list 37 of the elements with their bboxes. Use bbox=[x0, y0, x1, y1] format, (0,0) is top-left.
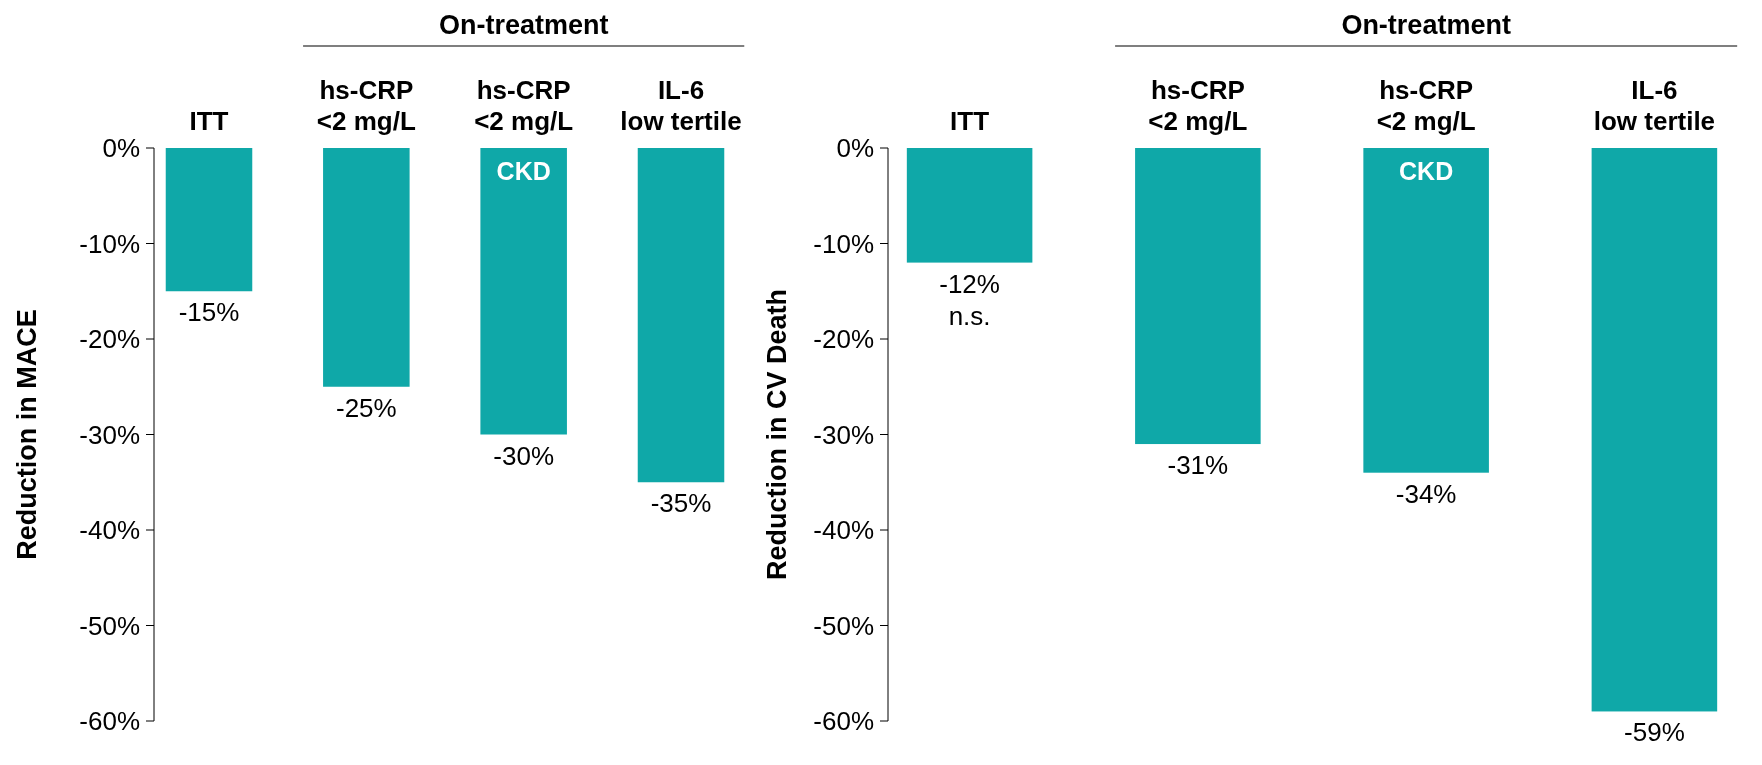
data-label: -35% bbox=[650, 488, 712, 519]
y-tick-label: -60% bbox=[813, 706, 874, 737]
x-tick-label: IL-6 low tertile bbox=[620, 75, 742, 136]
y-axis-title: Reduction in MACE bbox=[12, 309, 42, 560]
data-label: -30% bbox=[493, 440, 555, 471]
y-tick-label: 0% bbox=[836, 133, 874, 164]
data-label: -15% bbox=[178, 297, 240, 328]
y-tick-label: -50% bbox=[79, 610, 140, 641]
x-tick-label: ITT bbox=[950, 106, 990, 136]
data-label: -25% bbox=[335, 392, 397, 423]
y-tick-label: -30% bbox=[79, 419, 140, 450]
x-tick-label: hs-CRP <2 mg/L bbox=[1148, 75, 1248, 136]
text: On-treatment bbox=[1341, 10, 1511, 40]
y-tick-label: -50% bbox=[813, 610, 874, 641]
x-tick-label: hs-CRP <2 mg/L bbox=[474, 75, 574, 136]
y-tick-label: -40% bbox=[813, 515, 874, 546]
annotation: n.s. bbox=[948, 300, 991, 331]
y-tick-label: -60% bbox=[79, 706, 140, 737]
text: On-treatment bbox=[438, 10, 609, 40]
data-label: -12% bbox=[939, 268, 1000, 299]
x-tick-label: hs-CRP <2 mg/L bbox=[1376, 75, 1476, 136]
y-tick-label: -30% bbox=[813, 419, 874, 450]
y-axis-title: Reduction in CV Death bbox=[762, 288, 792, 581]
y-tick-label: 0% bbox=[102, 133, 140, 164]
y-tick-label: -10% bbox=[813, 228, 874, 259]
annotation: CKD bbox=[496, 157, 551, 185]
data-label: -31% bbox=[1167, 450, 1229, 481]
y-tick-label: -40% bbox=[79, 515, 140, 546]
data-label: -34% bbox=[1395, 478, 1457, 509]
y-tick-label: -20% bbox=[79, 324, 140, 355]
x-tick-label: ITT bbox=[189, 106, 229, 136]
annotation: CKD bbox=[1399, 157, 1454, 185]
y-tick-label: -10% bbox=[79, 228, 140, 259]
x-tick-label: hs-CRP <2 mg/L bbox=[316, 75, 416, 136]
data-label: -59% bbox=[1624, 717, 1685, 748]
y-tick-label: -20% bbox=[813, 324, 874, 355]
x-tick-label: IL-6 low tertile bbox=[1593, 75, 1716, 136]
